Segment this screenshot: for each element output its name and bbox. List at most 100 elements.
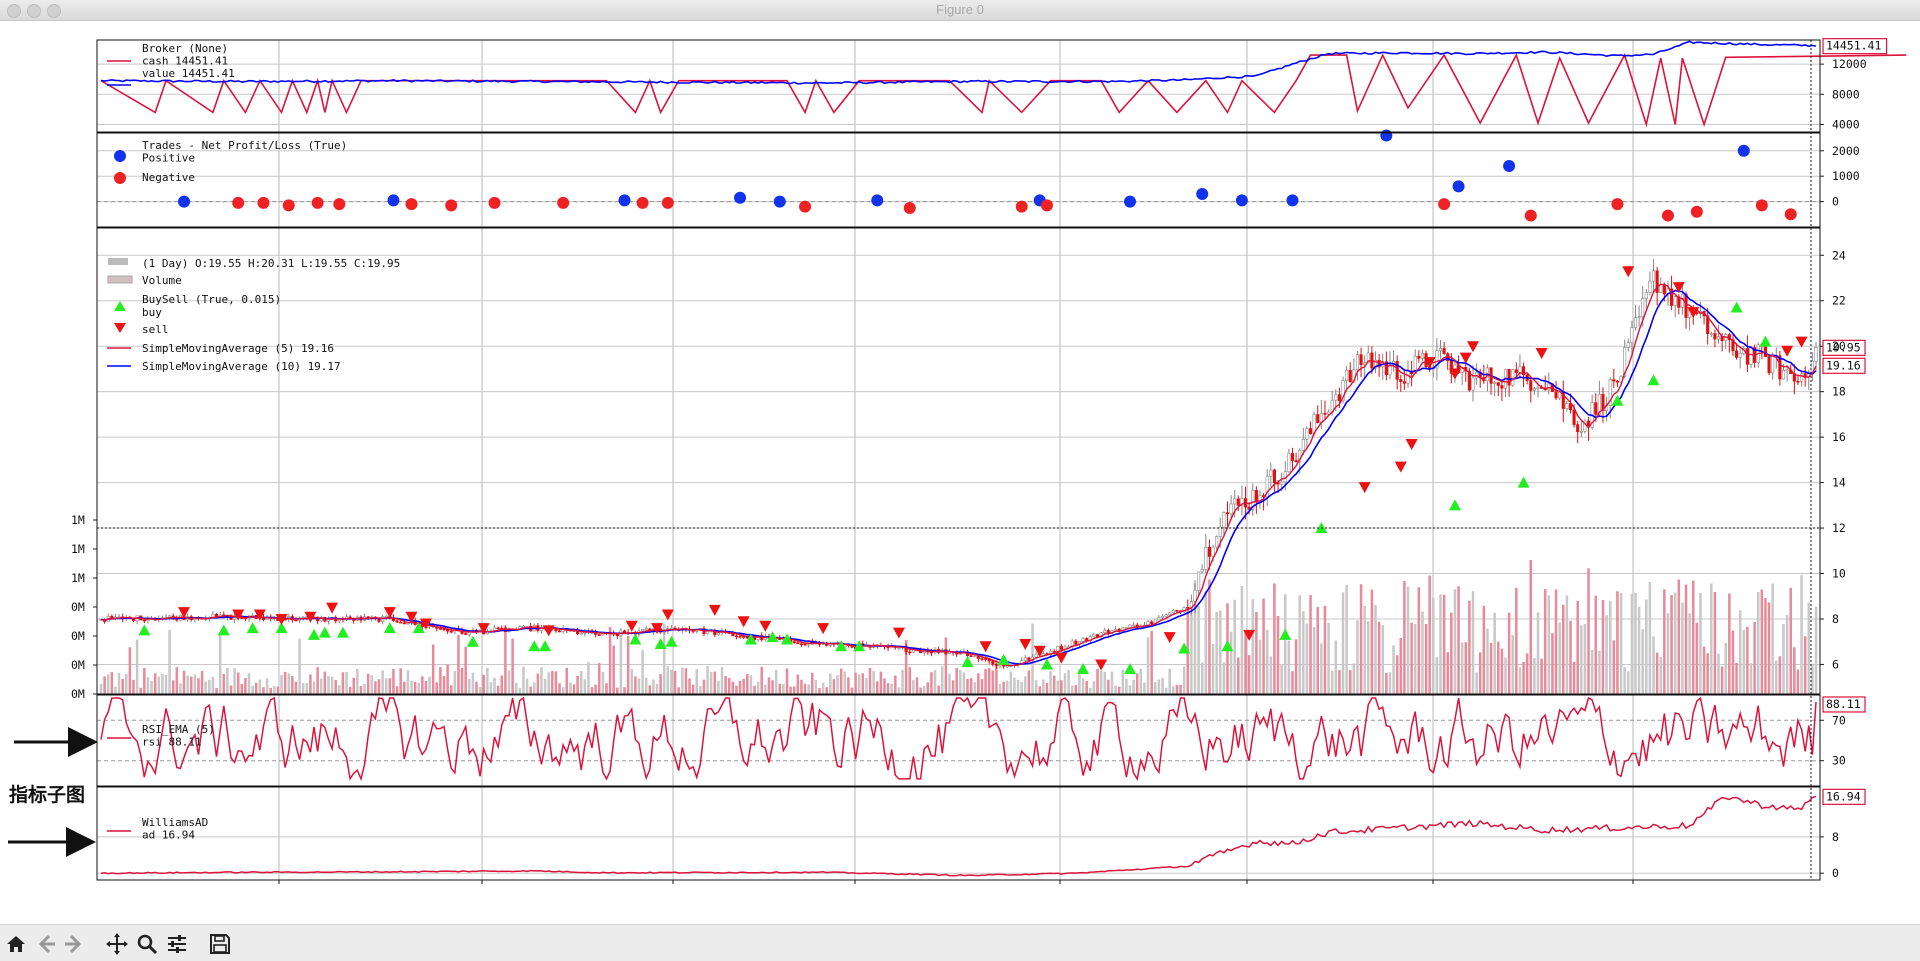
zoom-window-icon[interactable] — [47, 4, 61, 18]
zoom-icon[interactable] — [134, 931, 160, 957]
volume-bar — [1594, 595, 1598, 694]
volume-bar — [204, 681, 207, 694]
volume-bar — [738, 680, 742, 694]
volume-bar — [1024, 676, 1027, 694]
rsi-legend-1: rsi 88.11 — [142, 736, 202, 749]
buy-marker — [654, 637, 667, 649]
candle-body — [1738, 353, 1742, 358]
sell-marker — [1163, 632, 1176, 644]
sell-marker — [737, 616, 750, 628]
candle-body — [496, 627, 500, 630]
volume-bar — [684, 668, 688, 694]
volume-bar — [1533, 657, 1536, 694]
trade-negative-point — [903, 201, 916, 214]
volume-bar — [1471, 591, 1475, 694]
back-icon[interactable] — [33, 931, 59, 957]
volume-bar — [312, 681, 316, 694]
sell-marker — [661, 609, 674, 621]
configure-icon[interactable] — [164, 931, 190, 957]
candle-body — [1521, 366, 1526, 376]
volume-bar — [1305, 623, 1309, 694]
candle-body — [1496, 382, 1500, 386]
candle-body — [1316, 414, 1320, 423]
volume-bar — [1525, 653, 1529, 694]
volume-bar — [1800, 575, 1803, 694]
volume-bar — [1637, 606, 1641, 694]
text-layer: 4000 8000 12000 Broker (None)cash 14451.41v… — [71, 39, 1881, 881]
volume-bar — [1222, 662, 1226, 694]
volume-bar — [536, 673, 540, 694]
volume-bar — [1562, 604, 1565, 694]
volume-bar — [706, 666, 709, 694]
candle-body — [1767, 356, 1771, 374]
volume-bar — [1767, 602, 1771, 694]
candle-body — [1373, 359, 1378, 369]
volume-bar — [691, 684, 695, 694]
volume-bar — [1789, 587, 1792, 694]
volume-bar — [1782, 623, 1785, 694]
volume-bar — [117, 673, 121, 694]
grid-layer — [97, 40, 1820, 880]
price-legend-6: SimpleMovingAverage (10) 19.17 — [142, 360, 341, 373]
volume-bar — [1182, 666, 1186, 694]
candle-body — [984, 658, 988, 660]
buy-marker — [665, 635, 678, 647]
volume-bar — [247, 673, 251, 694]
volume-bar — [1388, 672, 1392, 694]
price-legend-3: buy — [142, 306, 162, 319]
volume-bar — [839, 668, 843, 694]
candle-body — [1200, 569, 1204, 573]
volume-bar — [879, 671, 883, 694]
volume-bar — [1251, 599, 1255, 694]
volume-bar — [724, 676, 727, 694]
indicator-subplot-label: 指标子图 — [9, 784, 86, 806]
candle-body — [799, 643, 804, 646]
sell-marker — [1405, 438, 1418, 450]
candle-body — [168, 615, 172, 618]
volume-bar — [818, 687, 821, 694]
volume-bar — [309, 674, 312, 694]
price-legend-5: SimpleMovingAverage (5) 19.16 — [142, 342, 334, 355]
candle-body — [1532, 388, 1536, 391]
candle-body — [521, 625, 525, 628]
figure-canvas[interactable]: 4000 8000 12000 Broker (None)cash 14451.41v… — [0, 20, 1920, 924]
volume-bar — [1435, 657, 1439, 694]
sell-marker — [326, 602, 339, 614]
trade-positive-point — [1380, 129, 1393, 142]
candle-body — [738, 635, 742, 638]
volume-bar — [977, 673, 980, 694]
volume-bar — [1312, 627, 1316, 694]
price-y-tick-label: 20 — [1832, 339, 1846, 353]
trade-negative-point — [257, 196, 270, 209]
volume-bar — [1702, 646, 1706, 694]
volume-bar — [883, 678, 886, 694]
rsi-last-value-label: 88.11 — [1826, 697, 1861, 711]
volume-bar — [1099, 670, 1103, 694]
panel-background-2 — [97, 228, 1820, 694]
candle-body — [402, 622, 406, 625]
sell-marker — [1672, 282, 1685, 294]
volume-bar — [1117, 686, 1121, 694]
candle-body — [1572, 409, 1576, 425]
forward-icon[interactable] — [61, 931, 87, 957]
volume-bar — [1504, 657, 1507, 694]
volume-bar — [1659, 656, 1663, 694]
buy-marker — [744, 633, 757, 645]
close-window-icon[interactable] — [7, 4, 21, 18]
minimize-window-icon[interactable] — [27, 4, 41, 18]
home-icon[interactable] — [3, 931, 29, 957]
sell-marker — [1467, 341, 1479, 353]
volume-bar — [1269, 656, 1273, 694]
trade-positive-point — [387, 194, 400, 207]
trade-negative-point — [1661, 209, 1674, 222]
volume-bar — [1027, 670, 1031, 694]
volume-bar — [135, 639, 139, 694]
price-legend-sell-swatch — [114, 323, 126, 333]
price-y-tick-label: 8 — [1832, 612, 1839, 626]
save-icon[interactable] — [207, 931, 233, 957]
pan-icon[interactable] — [104, 931, 130, 957]
trade-positive-point — [1124, 195, 1136, 208]
volume-bar — [901, 669, 904, 694]
candle-body — [1132, 624, 1136, 627]
volume-bar — [922, 685, 926, 694]
